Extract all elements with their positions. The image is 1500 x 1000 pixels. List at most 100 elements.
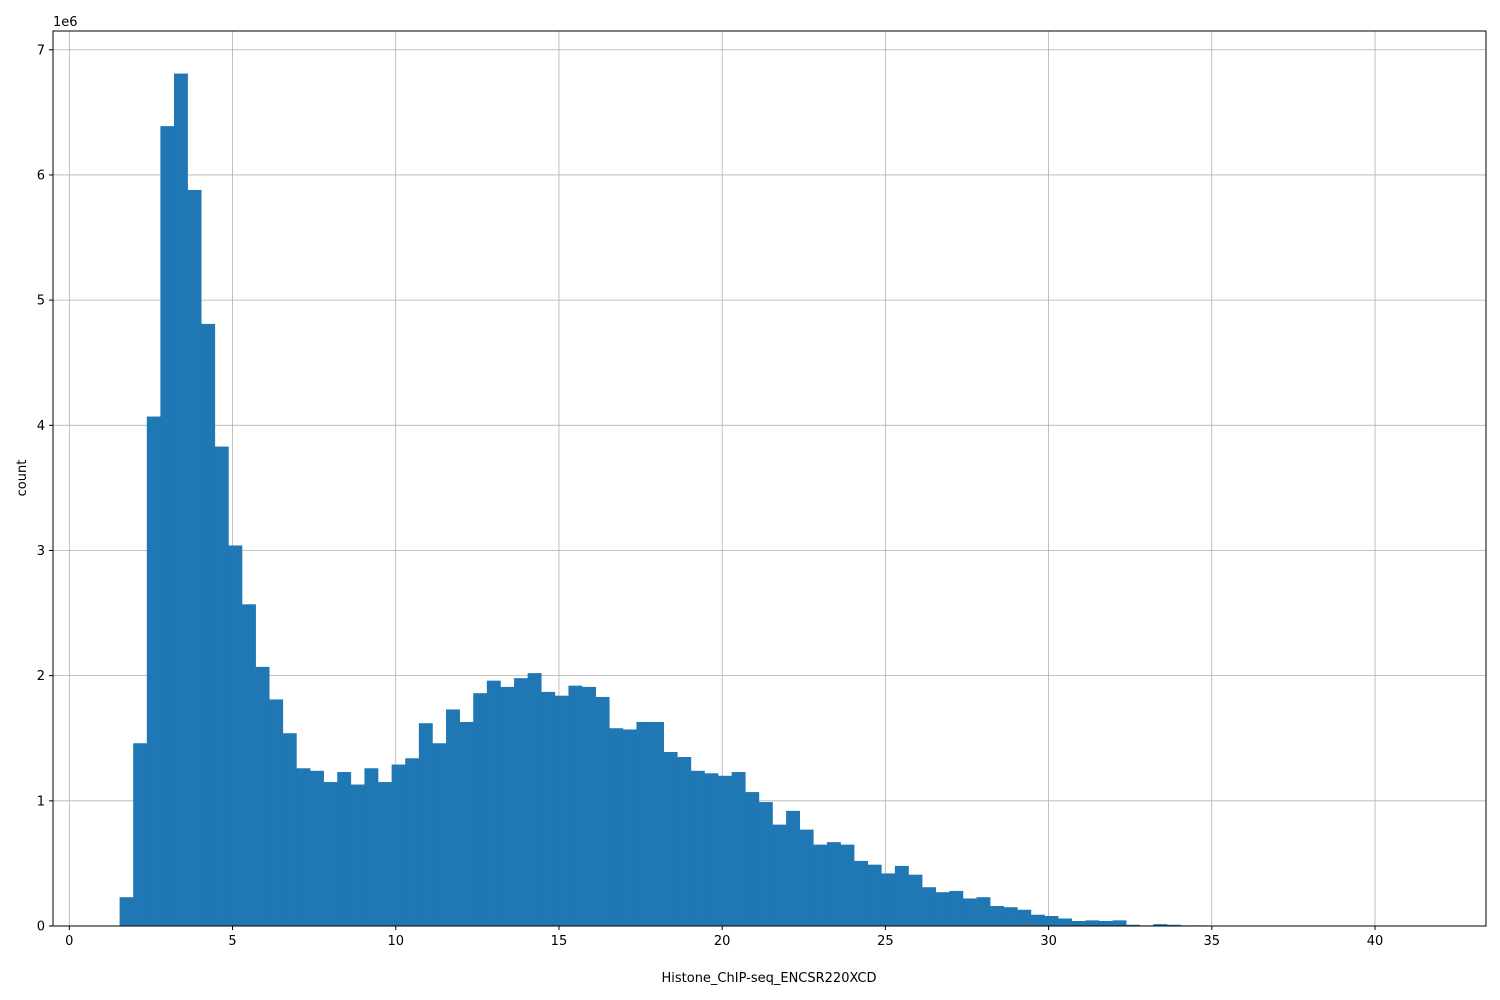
x-tick-label: 30 — [1040, 934, 1057, 949]
histogram-bar — [146, 416, 161, 926]
y-tick-label: 3 — [37, 544, 45, 559]
histogram-bar — [772, 824, 787, 926]
y-axis-ticks: 0 1 2 3 4 5 6 7 — [37, 43, 53, 935]
y-tick-label: 4 — [37, 419, 45, 434]
histogram-bar — [242, 604, 256, 926]
histogram-bar — [446, 709, 460, 926]
histogram-bar — [650, 721, 664, 926]
histogram-bar — [799, 829, 814, 926]
histogram-bar — [949, 890, 964, 926]
histogram-bar — [677, 757, 692, 926]
histogram-bar — [813, 844, 828, 926]
histogram-bars — [119, 73, 1209, 927]
histogram-bar — [1030, 914, 1045, 926]
histogram-bar — [432, 743, 447, 926]
histogram-bar — [758, 802, 773, 926]
histogram-bar — [745, 792, 760, 926]
histogram-bar — [350, 784, 365, 926]
histogram-bar — [894, 865, 909, 926]
y-tick-label: 7 — [37, 43, 45, 58]
x-tick-label: 10 — [387, 934, 404, 949]
y-tick-label: 1 — [37, 794, 45, 809]
histogram-bar — [690, 770, 705, 926]
x-tick-label: 35 — [1204, 934, 1221, 949]
x-tick-label: 40 — [1367, 934, 1384, 949]
x-axis-ticks: 0 5 10 15 20 25 30 35 40 — [65, 926, 1383, 949]
histogram-bar — [1058, 918, 1073, 926]
histogram-bar — [731, 772, 746, 926]
histogram-bar — [881, 873, 896, 926]
y-multiplier-label: 1e6 — [53, 15, 78, 30]
histogram-bar — [1017, 909, 1032, 926]
histogram-bar — [622, 729, 637, 926]
x-tick-label: 25 — [877, 934, 894, 949]
histogram-bar — [459, 721, 474, 926]
histogram-bar — [337, 772, 352, 926]
histogram-bar — [269, 699, 284, 926]
histogram-bar — [418, 723, 433, 926]
histogram-bar — [378, 782, 392, 926]
histogram-bar — [786, 810, 800, 926]
plot-frame — [52, 30, 1487, 927]
histogram-bar — [1085, 920, 1100, 926]
histogram-bar — [214, 446, 229, 926]
histogram-bar — [364, 768, 379, 926]
histogram-bar — [990, 905, 1005, 926]
histogram-bar — [486, 680, 501, 926]
histogram-bar — [840, 844, 855, 926]
histogram-bar — [201, 323, 216, 927]
y-tick-label: 5 — [37, 294, 45, 309]
histogram-bar — [636, 721, 651, 926]
histogram-bar — [568, 685, 583, 926]
histogram-bar — [976, 897, 991, 926]
histogram-bar — [514, 678, 528, 926]
histogram-bar — [1126, 924, 1141, 926]
x-tick-label: 5 — [228, 934, 236, 949]
histogram-bar — [595, 696, 610, 926]
histogram-bar — [323, 782, 338, 926]
histogram-bar — [1166, 924, 1181, 926]
histogram-bar — [255, 666, 270, 926]
histogram-bar — [663, 752, 678, 926]
histogram-bar — [1071, 920, 1086, 926]
histogram-bar — [282, 733, 297, 926]
histogram-bar — [962, 898, 977, 926]
y-tick-label: 2 — [37, 669, 45, 684]
histogram-bar — [310, 770, 324, 926]
histogram-bar — [187, 189, 202, 926]
histogram-bar — [935, 892, 950, 926]
histogram-bar — [473, 693, 488, 926]
histogram-bar — [391, 764, 406, 926]
histogram-bar — [173, 73, 188, 926]
histogram-bar — [541, 691, 556, 926]
histogram-bar — [1112, 920, 1127, 926]
histogram-bar — [1153, 924, 1168, 926]
histogram-bar — [704, 773, 719, 926]
histogram-bar — [1044, 915, 1059, 926]
x-tick-label: 20 — [714, 934, 731, 949]
histogram-bar — [405, 758, 420, 926]
histogram-bar — [854, 860, 869, 926]
histogram-bar — [500, 686, 515, 926]
histogram-bar — [867, 864, 882, 926]
histogram-bar — [718, 775, 732, 926]
histogram-bar — [609, 728, 624, 926]
histogram-bar — [296, 768, 311, 926]
histogram-bar — [908, 874, 923, 926]
histogram-bar — [228, 545, 243, 926]
x-tick-label: 15 — [551, 934, 568, 949]
histogram-bar — [554, 695, 569, 926]
histogram-bar — [1003, 907, 1018, 926]
y-axis-label: count — [15, 460, 30, 497]
histogram-bar — [922, 887, 937, 926]
histogram-bar — [826, 842, 841, 926]
histogram-bar — [1098, 920, 1113, 926]
x-axis-label: Histone_ChIP-seq_ENCSR220XCD — [661, 971, 876, 986]
histogram-bar — [133, 743, 148, 926]
histogram-bar — [582, 686, 596, 926]
histogram-bar — [527, 673, 542, 926]
y-tick-label: 6 — [37, 168, 45, 183]
histogram-bar — [160, 126, 175, 926]
histogram-bar — [119, 897, 134, 926]
